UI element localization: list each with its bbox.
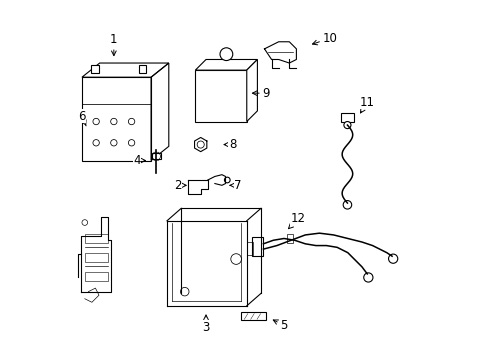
Text: 7: 7 [230, 179, 242, 192]
Text: 2: 2 [174, 179, 186, 192]
Text: 10: 10 [313, 32, 338, 45]
Text: 9: 9 [252, 87, 270, 100]
Text: 3: 3 [202, 315, 210, 334]
Circle shape [220, 48, 233, 60]
Bar [241, 312, 266, 320]
Polygon shape [196, 59, 257, 70]
Text: 11: 11 [360, 95, 375, 113]
Bar [85, 272, 108, 281]
Circle shape [344, 122, 351, 129]
Bar [152, 153, 161, 159]
Text: 6: 6 [78, 110, 86, 126]
Bar [341, 113, 354, 122]
Polygon shape [247, 59, 257, 122]
Bar [287, 234, 293, 243]
Polygon shape [196, 70, 247, 122]
Text: 8: 8 [224, 138, 236, 151]
Text: 4: 4 [133, 154, 146, 167]
Bar [85, 234, 108, 243]
Bar [252, 237, 264, 256]
Bar [85, 253, 108, 262]
Text: 12: 12 [289, 212, 306, 229]
Bar [139, 65, 147, 73]
Text: 5: 5 [273, 319, 288, 332]
Text: 1: 1 [110, 33, 118, 56]
Bar [91, 65, 98, 73]
